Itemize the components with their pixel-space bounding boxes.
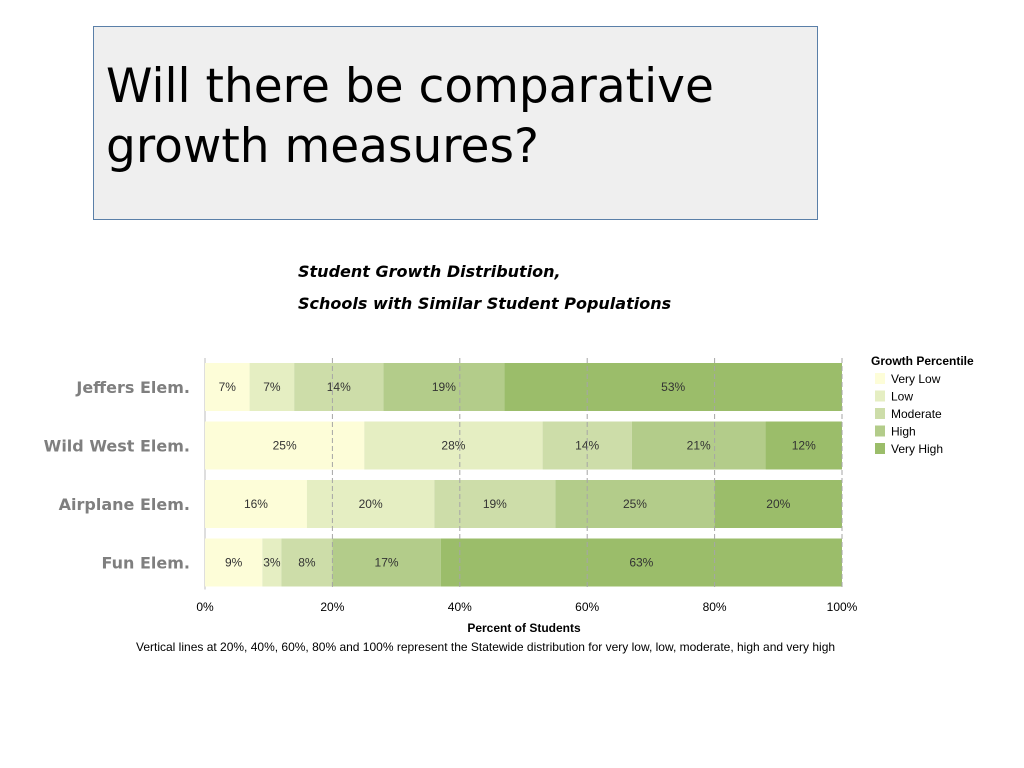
plot-area: Jeffers Elem. 7% 7% 14% 19% 53% Wild West Elem… (44, 358, 858, 614)
bar-segment (262, 538, 282, 587)
data-label: 20% (359, 497, 383, 511)
legend-swatch (875, 425, 885, 437)
bar-segment (555, 480, 715, 528)
x-tick-label: 100% (827, 600, 858, 614)
data-label: 19% (483, 497, 507, 511)
chart-title-line-2: Schools with Similar Student Populations (298, 294, 671, 313)
bar-segment (631, 421, 766, 470)
bar-segment (504, 363, 842, 411)
category-label: Jeffers Elem. (75, 378, 190, 397)
x-axis-label: Percent of Students (467, 621, 581, 635)
bar-segment (765, 421, 842, 470)
legend-swatch (875, 373, 885, 384)
data-label: 9% (225, 556, 243, 570)
slide-title-line-1: Will there be comparative (106, 59, 714, 114)
data-label: 7% (219, 380, 237, 394)
data-label: 14% (327, 380, 351, 394)
x-tick-label: 0% (196, 600, 214, 614)
bar-segment (542, 421, 632, 470)
data-label: 28% (441, 439, 465, 453)
slide-title-line-2: growth measures? (106, 119, 539, 174)
bar-segment (205, 480, 307, 528)
data-label: 21% (687, 439, 711, 453)
bar-segment (332, 538, 441, 587)
bar-segment (205, 363, 250, 411)
data-label: 16% (244, 497, 268, 511)
bar-segment (383, 363, 505, 411)
data-label: 20% (766, 497, 790, 511)
x-tick-label: 40% (448, 600, 472, 614)
bar-segment (434, 480, 556, 528)
legend-swatch (875, 390, 885, 402)
chart-title-line-1: Student Growth Distribution, (298, 262, 561, 281)
bar-segment (294, 363, 384, 411)
data-label: 12% (792, 439, 816, 453)
legend-label: Very Low (891, 372, 941, 386)
legend-title: Growth Percentile (871, 354, 974, 368)
category-label: Wild West Elem. (44, 437, 190, 456)
legend-label: Very High (891, 442, 943, 456)
slide-title-box: Will there be comparative growth measure… (93, 26, 818, 220)
legend-label: Moderate (891, 407, 942, 421)
legend-swatch (875, 408, 885, 419)
bar-segment (714, 480, 842, 528)
legend-swatch (875, 443, 885, 454)
bar-segment (205, 538, 263, 587)
x-tick-label: 60% (575, 600, 599, 614)
data-label: 3% (263, 556, 281, 570)
data-label: 14% (575, 439, 599, 453)
data-label: 25% (273, 439, 297, 453)
bar-segment (440, 538, 842, 587)
bar-segment (306, 480, 435, 528)
category-label: Airplane Elem. (59, 495, 190, 514)
data-label: 63% (629, 556, 653, 570)
data-label: 17% (375, 556, 399, 570)
legend-label: High (891, 425, 916, 439)
legend-label: Low (891, 390, 913, 404)
data-label: 53% (661, 380, 685, 394)
data-label: 7% (263, 380, 281, 394)
data-label: 8% (298, 556, 316, 570)
bar-segment (249, 363, 295, 411)
bar-segment (364, 421, 543, 470)
legend: Growth Percentile Very Low Low Moderate Hig… (871, 354, 974, 456)
chart-footnote: Vertical lines at 20%, 40%, 60%, 80% and… (136, 640, 835, 654)
data-label: 25% (623, 497, 647, 511)
category-label: Fun Elem. (102, 554, 191, 573)
bar-segment (205, 421, 365, 470)
data-label: 19% (432, 380, 456, 394)
slide-title: Will there be comparative growth measure… (106, 57, 806, 177)
x-tick-label: 20% (320, 600, 344, 614)
x-tick-label: 80% (703, 600, 727, 614)
bar-segment (281, 538, 333, 587)
